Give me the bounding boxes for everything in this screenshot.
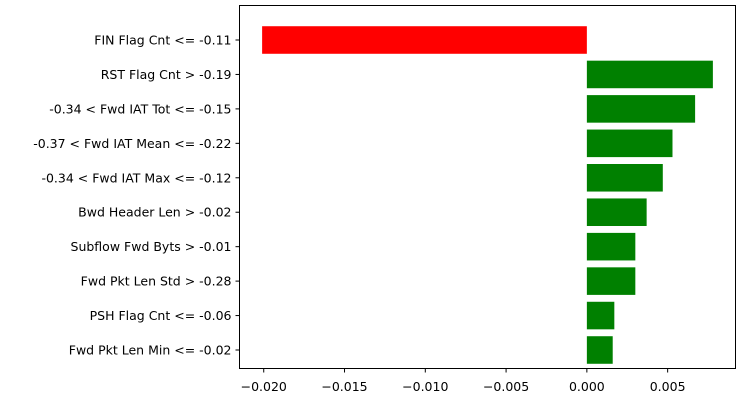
bar-0 [262,26,587,54]
plot-frame [239,5,736,369]
y-tick-label: Fwd Pkt Len Std > -0.28 [81,274,232,289]
bar-6 [586,232,636,261]
bar-1 [586,60,713,89]
x-tick-label: 0.000 [569,379,605,394]
bar-5 [586,198,647,226]
y-tick-label: -0.37 < Fwd IAT Mean <= -0.22 [33,136,231,151]
y-tick-label: PSH Flag Cnt <= -0.06 [90,308,232,323]
bar-3 [586,129,673,158]
bar-4 [586,164,663,192]
bars-group [262,26,713,364]
x-tick-label: −0.010 [402,379,448,394]
y-tick-label: Fwd Pkt Len Min <= -0.02 [69,343,232,358]
y-tick-label: FIN Flag Cnt <= -0.11 [94,33,231,48]
y-tick-label: RST Flag Cnt > -0.19 [101,67,232,82]
x-tick-label: −0.015 [321,379,367,394]
x-tick-label: 0.005 [650,379,686,394]
y-tick-label: -0.34 < Fwd IAT Tot <= -0.15 [49,101,231,116]
x-tick-label: −0.005 [483,379,529,394]
y-tick-label: Subflow Fwd Byts > -0.01 [71,239,232,254]
bar-8 [586,301,615,330]
y-axis-ticks: FIN Flag Cnt <= -0.11 RST Flag Cnt > -0.1… [33,33,240,358]
bar-2 [586,95,696,123]
x-axis-ticks: −0.020 −0.015 −0.010 −0.005 0.000 0.005 [241,368,686,394]
y-tick-label: Bwd Header Len > -0.02 [78,205,231,220]
x-tick-label: −0.020 [241,379,287,394]
bar-7 [586,267,636,295]
y-tick-label: -0.34 < Fwd IAT Max <= -0.12 [41,170,231,185]
bar-9 [586,336,613,364]
